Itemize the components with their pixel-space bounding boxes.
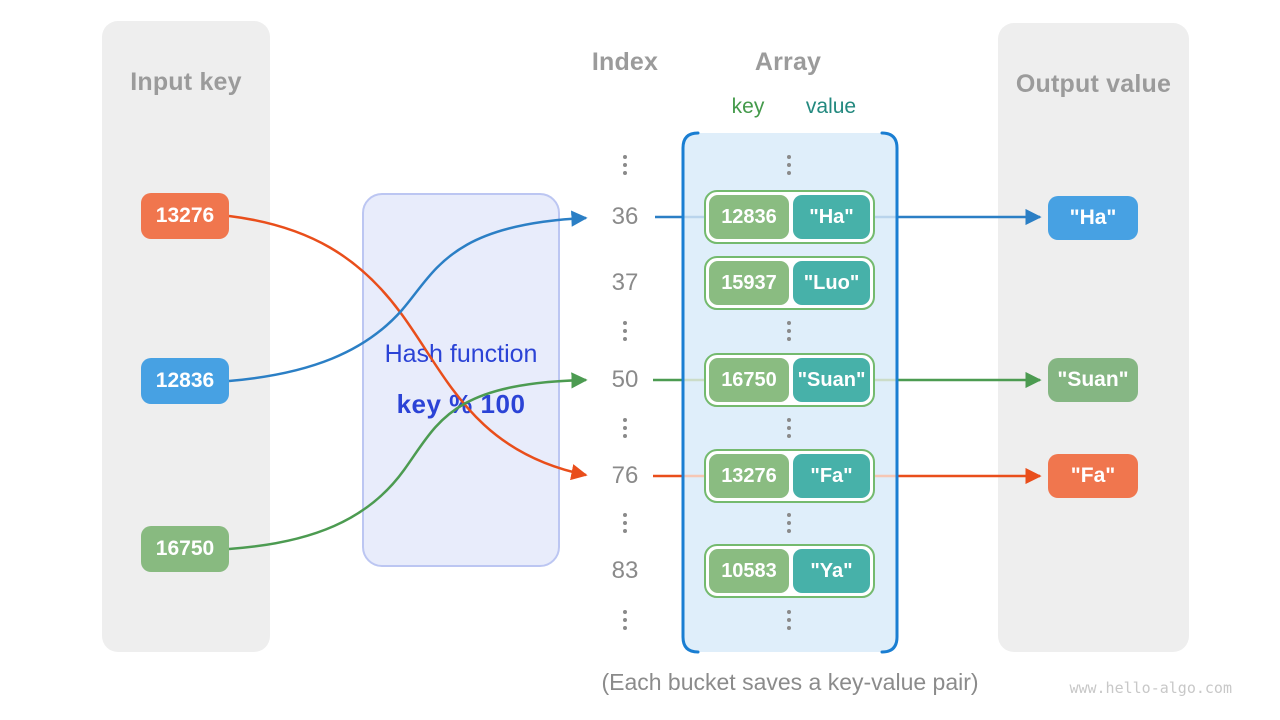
ellipsis-icon	[787, 513, 791, 533]
input-panel-title: Input key	[130, 68, 242, 96]
output-value-ha: "Ha"	[1048, 196, 1138, 240]
curve-13276-to-76	[228, 214, 588, 481]
ellipsis-icon	[623, 610, 627, 630]
index-50: 50	[611, 366, 639, 393]
array-value-label: value	[805, 95, 857, 118]
ellipsis-icon	[787, 418, 791, 438]
bucket-83: 10583 "Ya"	[704, 544, 875, 598]
watermark: www.hello-algo.com	[1069, 679, 1232, 697]
array-right-bracket	[880, 131, 899, 654]
bucket-50-value: "Suan"	[793, 358, 870, 402]
array-column-title: Array	[754, 48, 822, 76]
array-key-label: key	[731, 95, 765, 118]
bucket-36-key: 12836	[709, 195, 789, 239]
bucket-76-key: 13276	[709, 454, 789, 498]
bucket-50-key: 16750	[709, 358, 789, 402]
index-37: 37	[611, 269, 639, 296]
input-key-13276: 13276	[141, 193, 229, 239]
index-83: 83	[611, 557, 639, 584]
ellipsis-icon	[623, 513, 627, 533]
array-left-bracket	[681, 131, 700, 654]
hash-function-title: Hash function	[384, 340, 538, 368]
input-key-16750: 16750	[141, 526, 229, 572]
bucket-76-value: "Fa"	[793, 454, 870, 498]
diagram-caption: (Each bucket saves a key-value pair)	[601, 669, 979, 695]
bucket-36: 12836 "Ha"	[704, 190, 875, 244]
curve-12836-to-36	[228, 210, 588, 383]
bucket-37-value: "Luo"	[793, 261, 870, 305]
index-36: 36	[611, 203, 639, 230]
bucket-37-key: 15937	[709, 261, 789, 305]
bucket-76: 13276 "Fa"	[704, 449, 875, 503]
output-value-suan: "Suan"	[1048, 358, 1138, 402]
output-value-fa: "Fa"	[1048, 454, 1138, 498]
index-76: 76	[611, 462, 639, 489]
input-key-12836: 12836	[141, 358, 229, 404]
ellipsis-icon	[623, 155, 627, 175]
bucket-50: 16750 "Suan"	[704, 353, 875, 407]
ellipsis-icon	[623, 418, 627, 438]
ellipsis-icon	[787, 610, 791, 630]
curve-16750-to-50	[228, 372, 588, 551]
bucket-37: 15937 "Luo"	[704, 256, 875, 310]
ellipsis-icon	[787, 321, 791, 341]
bucket-83-value: "Ya"	[793, 549, 870, 593]
output-panel-title: Output value	[1015, 70, 1172, 98]
ellipsis-icon	[787, 155, 791, 175]
index-column-title: Index	[591, 48, 659, 76]
bucket-36-value: "Ha"	[793, 195, 870, 239]
hash-function-formula: key % 100	[396, 389, 526, 419]
bucket-83-key: 10583	[709, 549, 789, 593]
hash-function-box: Hash function key % 100	[362, 193, 560, 567]
output-value-panel: Output value	[998, 23, 1189, 652]
ellipsis-icon	[623, 321, 627, 341]
